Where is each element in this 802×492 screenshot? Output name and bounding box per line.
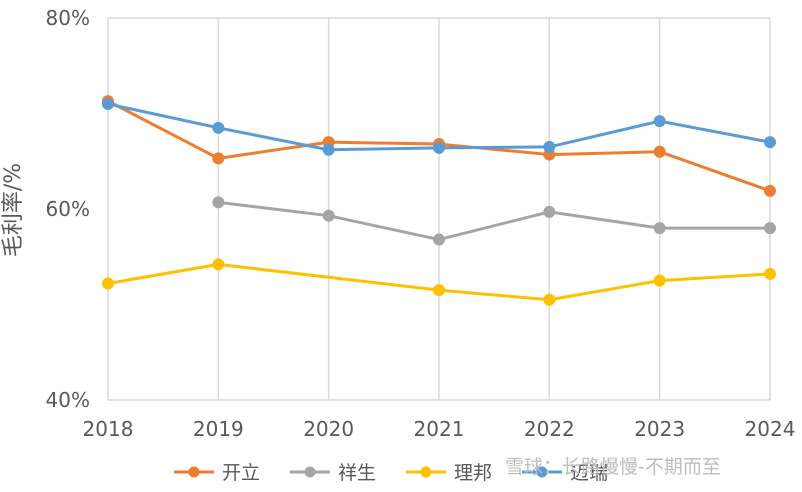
x-tick-label: 2024: [745, 417, 796, 441]
series-line: [218, 200, 770, 242]
data-point: [102, 277, 114, 290]
data-point: [764, 184, 776, 197]
data-point: [212, 258, 225, 271]
data-point: [543, 205, 556, 218]
series-lines: [102, 95, 776, 306]
x-tick-label: 2021: [414, 417, 465, 441]
data-point: [543, 293, 556, 306]
grid-lines: [217, 18, 771, 400]
y-tick-label: 60%: [46, 197, 90, 221]
series-line: [107, 262, 771, 302]
y-tick-label: 40%: [46, 388, 90, 412]
data-point: [433, 141, 445, 154]
legend-swatch-marker: [536, 466, 548, 478]
y-tick-labels: 40% 60% 80%: [46, 6, 90, 412]
data-point: [543, 140, 556, 153]
legend-item: 理邦: [406, 462, 492, 484]
series-迈瑞: [102, 97, 776, 156]
data-point: [764, 222, 776, 235]
x-tick-label: 2018: [83, 417, 134, 441]
legend: 开立 祥生 理邦 迈瑞: [174, 462, 608, 484]
legend-swatch-marker: [420, 466, 432, 478]
legend-swatch-marker: [188, 466, 200, 478]
data-point: [433, 233, 445, 246]
data-point: [322, 209, 335, 222]
watermark: 雪球：长路慢慢-不期而至: [505, 456, 721, 478]
x-tick-label: 2019: [193, 417, 244, 441]
legend-label: 迈瑞: [570, 462, 608, 484]
legend-item: 祥生: [290, 462, 376, 484]
x-tick-label: 2023: [634, 417, 685, 441]
x-tick-label: 2022: [524, 417, 575, 441]
legend-label: 开立: [222, 462, 260, 484]
legend-item: 迈瑞: [522, 462, 608, 484]
series-理邦: [102, 258, 776, 306]
legend-label: 祥生: [338, 462, 376, 484]
data-point: [764, 267, 776, 280]
data-point: [653, 115, 666, 128]
data-point: [653, 274, 666, 287]
series-祥生: [212, 196, 776, 246]
data-point: [653, 222, 666, 235]
data-point: [212, 196, 225, 209]
data-point: [433, 284, 445, 297]
data-point: [102, 97, 114, 110]
legend-item: 开立: [174, 462, 260, 484]
data-point: [322, 143, 335, 156]
legend-swatch-marker: [304, 466, 316, 478]
data-point: [764, 136, 776, 149]
data-point: [212, 152, 225, 165]
legend-label: 理邦: [454, 462, 492, 484]
x-tick-label: 2020: [303, 417, 354, 441]
data-point: [212, 121, 225, 134]
y-axis-label: 毛利率/%: [1, 163, 26, 257]
y-tick-label: 80%: [46, 6, 90, 30]
axes: [107, 17, 770, 401]
data-point: [653, 145, 666, 158]
x-tick-labels: 2018 2019 2020 2021 2022 2023 2024: [83, 417, 796, 441]
